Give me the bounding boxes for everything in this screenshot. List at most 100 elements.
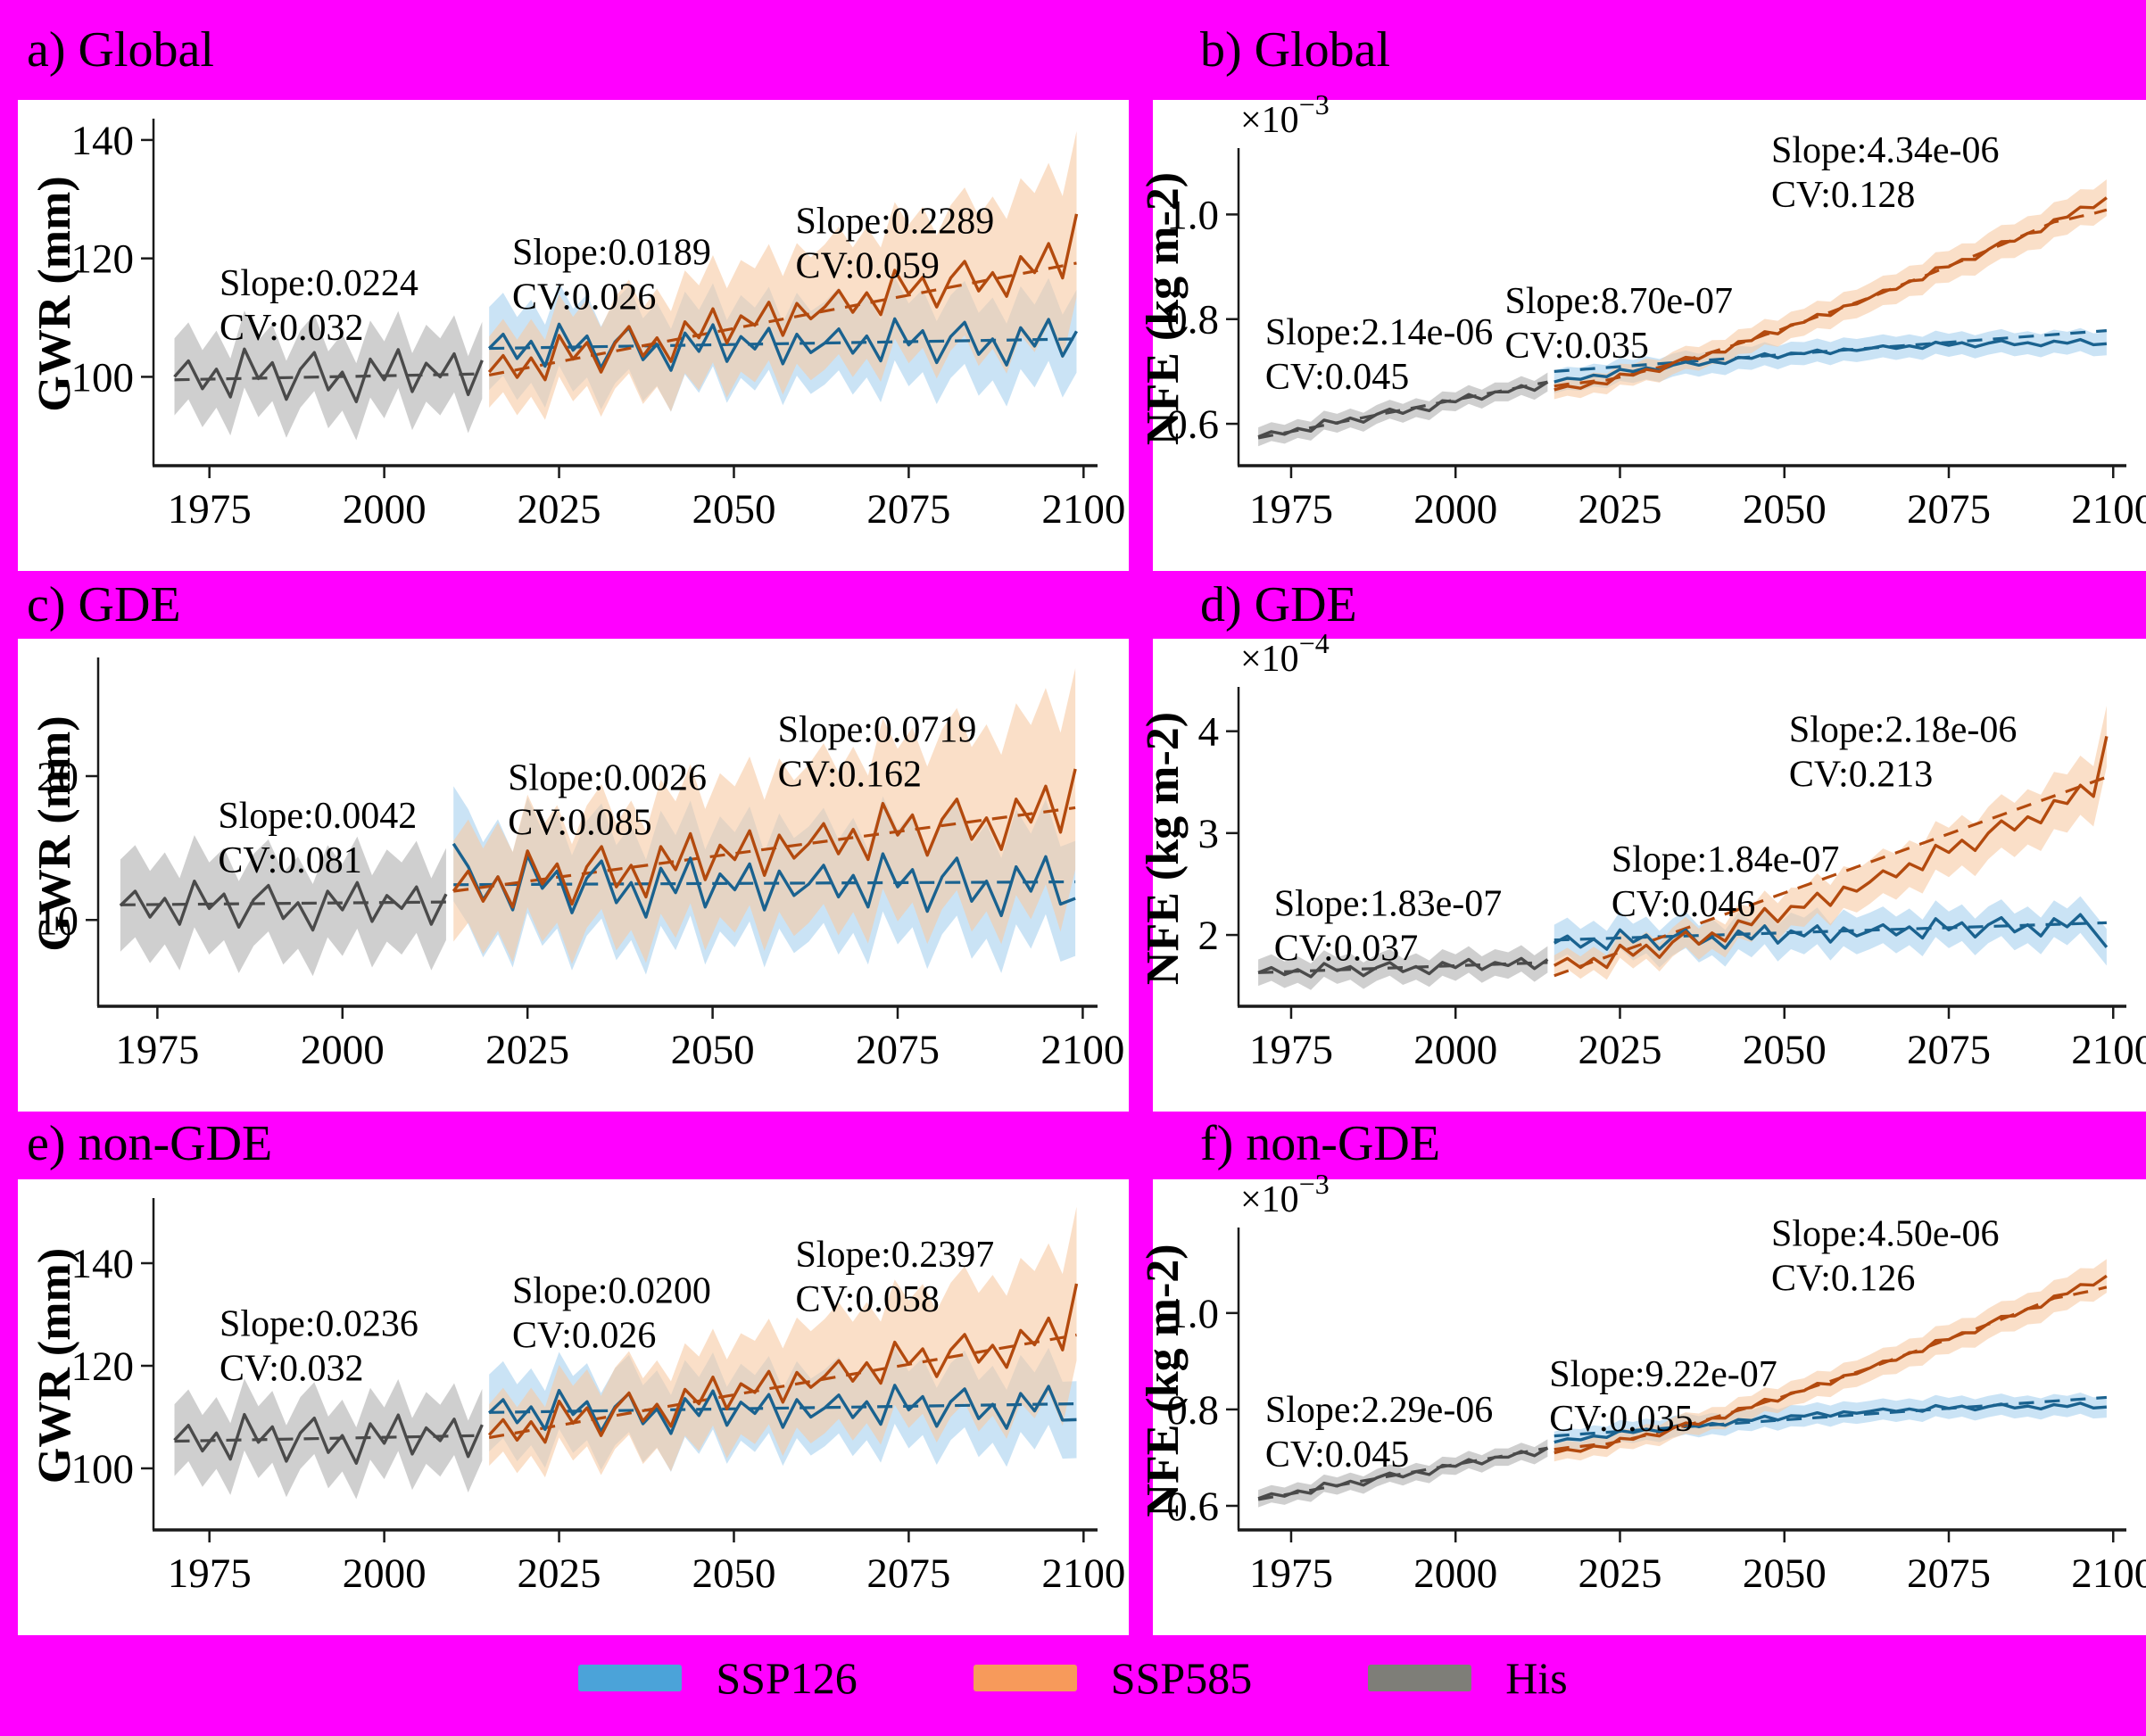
panel-f-band-His [1258,1439,1548,1508]
panel-e-annotation-0-line-1: CV:0.032 [220,1348,363,1389]
panel-a-xtick-label: 2025 [518,486,601,533]
panel-f-annotation-0-line-1: CV:0.045 [1265,1434,1409,1476]
panel-b-ytick-label: 0.8 [1166,297,1219,343]
panel-f-scale-label: ×10−3 [1240,1168,1330,1220]
legend-label-his: His [1505,1653,1568,1703]
panel-a-axes: 1975 2000 2025 2050 2075 2100 100 120 140 [71,118,1126,533]
legend-item-ssp585: SSP585 [973,1652,1253,1704]
panel-a-line-SSP126 [487,317,1078,372]
panel-d-xtick-label: 2100 [2071,1027,2146,1073]
panel-f-ytick-label: 1.0 [1166,1291,1219,1337]
panel-b-band-His [1258,372,1548,447]
panel-f-annotation-1-line-1: CV:0.035 [1549,1399,1693,1440]
panel-b-xtick-label: 2050 [1743,486,1827,533]
panel-c-annotation-0-line-0: Slope:0.0042 [218,796,417,837]
panel-a-xtick-label: 1975 [168,486,252,533]
panel-d-xtick-label: 2075 [1907,1027,1991,1073]
panel-e-trend-SSP585 [488,1333,1077,1440]
legend-swatch-ssp126 [578,1665,683,1691]
panel-a-annotation-1-line-1: CV:0.026 [512,277,656,318]
panel-c-trend-SSP126 [453,880,1076,887]
panel-e-band-His [174,1378,483,1500]
panel-c-line-His [119,880,448,932]
panel-c-title: c) GDE [27,577,181,632]
panel-e-xtick-label: 2025 [518,1550,601,1597]
legend: SSP126 SSP585 His [0,1649,2146,1707]
panel-a-ytick-label: 120 [71,236,135,283]
panel-b-band-SSP585 [1554,179,2107,400]
panel-d-xtick-label: 1975 [1249,1027,1333,1073]
panel-b-scale-label: ×10−3 [1240,88,1330,141]
panel-f-line-His [1257,1446,1549,1500]
panel-e-line-SSP585 [487,1283,1079,1444]
panel-f-xtick-label: 2000 [1413,1550,1497,1597]
legend-swatch-his [1368,1665,1472,1691]
panel-e-annotation-2-line-0: Slope:0.2397 [795,1235,994,1276]
panel-d-background [1153,639,2146,1112]
panel-c-xtick-label: 2025 [485,1027,569,1073]
panel-e-line-SSP126 [488,1384,1077,1435]
panel-f-title: f) non-GDE [1200,1116,1441,1171]
panel-f-xtick-label: 2050 [1743,1550,1827,1597]
panel-a-ytick-label: 100 [71,354,135,401]
panel-b-annotation-2-line-0: Slope:4.34e-06 [1771,130,1999,171]
panel-e-xtick-label: 1975 [168,1550,252,1597]
panel-e-xtick-label: 2075 [866,1550,950,1597]
panel-b-trend-SSP126 [1554,329,2108,373]
panel-b-line-His [1257,380,1549,439]
panel-f-trend-SSP585 [1554,1285,2108,1451]
panel-b-annotation-1-line-0: Slope:8.70e-07 [1505,281,1733,322]
panel-b-xtick-label: 2025 [1578,486,1661,533]
panel-a-chart: 1975 2000 2025 2050 2075 2100 100 120 140 GWR (mm… [29,118,1126,533]
panel-b-ytick-label: 0.6 [1166,401,1219,448]
panel-a-annotation-2-line-1: CV:0.059 [795,246,939,287]
panel-a-xtick-label: 2000 [343,486,427,533]
panel-e-title: e) non-GDE [27,1116,273,1171]
panel-b-xtick-label: 2100 [2071,486,2146,533]
panel-a-annotation-2-line-0: Slope:0.2289 [795,202,994,243]
panel-c-trend-His [120,900,446,906]
panel-d-line-His [1257,956,1549,979]
panel-c-annotation-2-line-0: Slope:0.0719 [778,709,977,750]
panel-e-ytick-label: 120 [71,1343,135,1390]
legend-label-ssp585: SSP585 [1110,1653,1253,1703]
panel-c-annotation-0-line-1: CV:0.081 [218,840,361,881]
panel-f-xtick-label: 2075 [1907,1550,1991,1597]
panel-d-annotation-1-line-0: Slope:1.84e-07 [1612,839,1839,880]
legend-label-ssp126: SSP126 [716,1653,858,1703]
panel-d-title: d) GDE [1200,577,1357,632]
panel-c-xtick-label: 1975 [115,1027,199,1073]
panel-d-ytick-label: 2 [1198,913,1220,959]
panel-b-annotation-2-line-1: CV:0.128 [1771,175,1915,216]
panel-d-annotation-0-line-1: CV:0.037 [1274,928,1418,969]
panel-d-xtick-label: 2000 [1413,1027,1497,1073]
panel-e-trend-SSP126 [489,1401,1077,1414]
panel-a-annotation-1-line-0: Slope:0.0189 [512,232,711,273]
panel-c-trend-SSP585 [453,806,1076,893]
panel-e-annotation-1-line-0: Slope:0.0200 [512,1271,711,1312]
panel-a-annotation-0-line-0: Slope:0.0224 [220,263,418,304]
panel-b-annotation-0-line-0: Slope:2.14e-06 [1265,312,1493,353]
panel-f-xtick-label: 2100 [2071,1550,2146,1597]
panel-d-ytick-label: 3 [1198,811,1220,857]
panel-f-ytick-label: 0.8 [1166,1387,1219,1434]
panel-c-ylabel: GWR (mm) [29,715,80,951]
panel-d-ylabel: NFE (kg m-2) [1138,712,1189,985]
panel-d-scale-label: ×10−4 [1240,627,1330,680]
panel-d-annotation-1-line-1: CV:0.046 [1612,884,1755,925]
panel-c-annotation-2-line-1: CV:0.162 [778,754,922,795]
panel-f-annotation-0-line-0: Slope:2.29e-06 [1265,1390,1493,1431]
panel-b-ytick-label: 1.0 [1166,192,1219,238]
panel-e-xtick-label: 2100 [1041,1550,1125,1597]
panel-b-annotation-0-line-1: CV:0.045 [1265,357,1409,398]
panel-d-trend-SSP585 [1554,775,2108,978]
panel-d-xtick-label: 2025 [1578,1027,1661,1073]
panel-c-xtick-label: 2000 [301,1027,385,1073]
panel-c-annotation-1-line-1: CV:0.085 [508,802,651,843]
